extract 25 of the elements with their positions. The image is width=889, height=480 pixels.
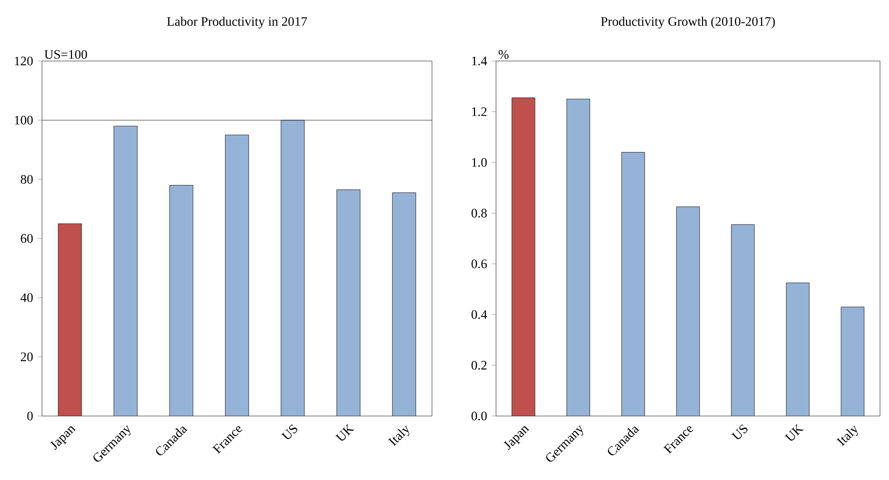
- y-tick-label: 60: [20, 234, 33, 243]
- y-tick-label: 0.6: [472, 259, 487, 268]
- y-tick-label: 0.4: [472, 310, 488, 319]
- y-tick-label: 120: [14, 56, 33, 66]
- y-axis-title: %: [498, 50, 509, 59]
- y-tick-label: 100: [14, 116, 33, 125]
- x-tick-label: UK: [784, 424, 804, 441]
- x-tick-label: Italy: [836, 426, 858, 446]
- x-tick-label: UK: [335, 424, 354, 441]
- y-tick-label: 80: [20, 174, 33, 184]
- y-tick-label: 1.2: [472, 107, 487, 116]
- chart-title: Labor Productivity in 2017: [167, 16, 307, 29]
- y-tick-label: 0.8: [472, 208, 487, 218]
- y-tick-label: 40: [20, 293, 33, 302]
- y-tick-label: 0.2: [472, 360, 487, 370]
- x-tick-label: US: [731, 424, 748, 440]
- y-axis-title: US=100: [44, 50, 87, 59]
- y-tick-label: 1.4: [472, 56, 488, 66]
- x-tick-label: US: [281, 424, 298, 440]
- y-tick-label: 0: [27, 412, 33, 420]
- chart-title: Productivity Growth (2010-2017): [600, 16, 775, 29]
- y-tick-label: 1.0: [472, 158, 487, 167]
- y-tick-label: 20: [20, 352, 33, 362]
- x-tick-label: Italy: [388, 426, 410, 446]
- y-tick-label: 0.0: [472, 412, 487, 420]
